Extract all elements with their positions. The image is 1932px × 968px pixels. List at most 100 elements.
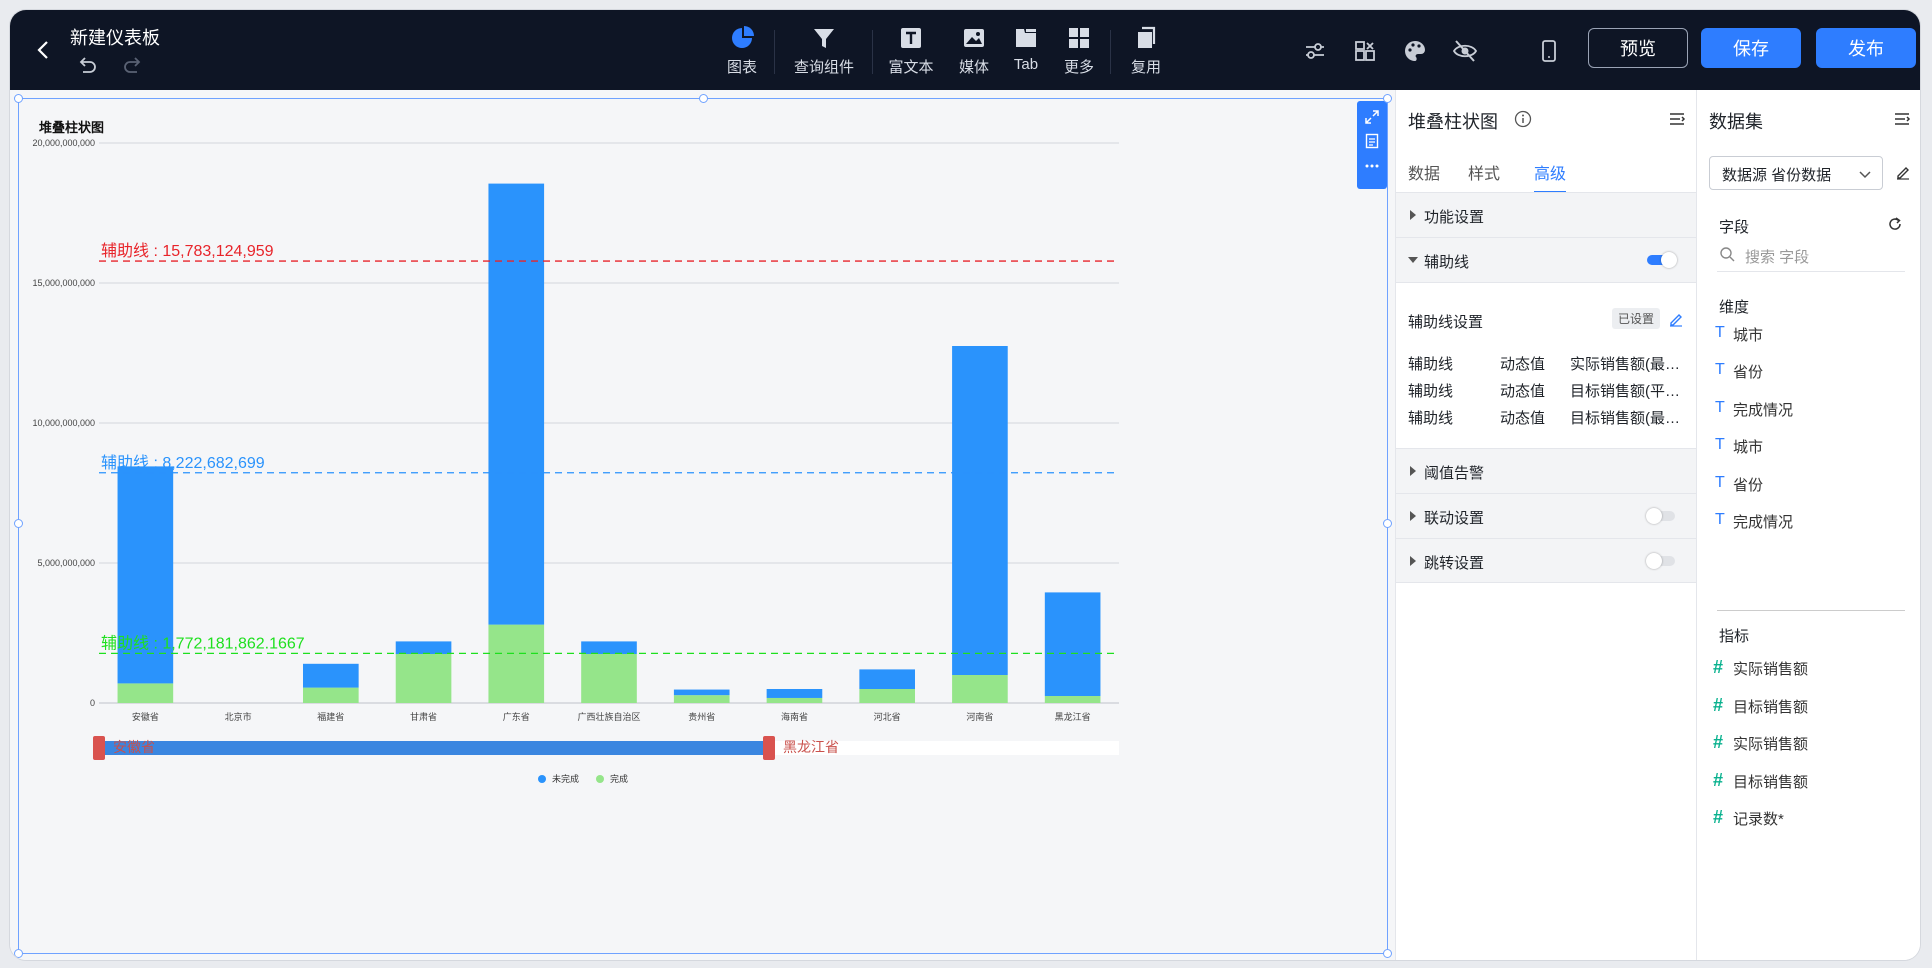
tool-chart[interactable]: 图表 (718, 24, 766, 77)
bar-segment (303, 687, 359, 703)
section-refline[interactable]: 辅助线 (1396, 237, 1697, 282)
dimension-field[interactable]: T 省份 (1715, 474, 1763, 495)
refline-settings-label: 辅助线设置 (1408, 314, 1484, 331)
expand-icon[interactable] (1364, 109, 1380, 125)
section-threshold[interactable]: 阈值告警 (1396, 448, 1697, 493)
refline-type: 动态值 (1500, 383, 1546, 400)
field-name: 记录数* (1733, 811, 1784, 828)
bar-segment (581, 654, 637, 703)
x-tick-label: 甘肃省 (410, 711, 437, 722)
field-search[interactable]: 搜索 字段 (1717, 240, 1905, 272)
refline-field: 目标销售额(最… (1570, 410, 1680, 427)
jump-toggle[interactable] (1646, 553, 1675, 569)
undo-icon[interactable] (76, 54, 98, 76)
chart-widget[interactable]: 0 5,000,000,000 10,000,000,000 15,000,000,0… (14, 94, 1392, 958)
dimension-field[interactable]: T 完成情况 (1715, 399, 1794, 420)
widget-floating-toolbar (1357, 101, 1387, 189)
field-name: 城市 (1733, 327, 1764, 344)
legend-marker (538, 775, 546, 783)
edit-icon[interactable] (1668, 311, 1684, 327)
status-badge: 已设置 (1612, 308, 1661, 329)
caret-right-icon (1410, 210, 1416, 220)
save-button[interactable]: 保存 (1701, 28, 1801, 68)
refline-name: 辅助线 (1408, 410, 1454, 427)
x-tick-label: 贵州省 (688, 711, 715, 722)
publish-button[interactable]: 发布 (1816, 28, 1916, 68)
datasource-select[interactable]: 数据源 省份数据 (1709, 156, 1883, 190)
theme-palette-icon[interactable] (1402, 38, 1428, 64)
search-placeholder: 搜索 字段 (1745, 249, 1810, 266)
x-tick-label: 河北省 (874, 711, 901, 722)
resize-handle[interactable] (1383, 519, 1392, 528)
tool-reuse[interactable]: 复用 (1126, 24, 1166, 77)
y-tick-label: 0 (90, 698, 95, 708)
section-linkage[interactable]: 联动设置 (1396, 493, 1697, 538)
section-label: 辅助线 (1424, 254, 1470, 271)
number-type-icon: # (1713, 732, 1724, 752)
resize-handle[interactable] (14, 519, 23, 528)
edit-icon[interactable] (1895, 164, 1911, 180)
dashboard-title[interactable]: 新建仪表板 (70, 28, 160, 48)
text-type-icon: T (1715, 324, 1725, 341)
linkage-toggle[interactable] (1646, 508, 1675, 524)
info-icon[interactable] (1514, 110, 1532, 128)
x-tick-label: 黑龙江省 (1055, 711, 1091, 722)
tool-richtext[interactable]: 富文本 (882, 24, 940, 77)
bar-segment (488, 183, 545, 625)
search-icon (1720, 247, 1735, 262)
bar-segment (952, 346, 1008, 675)
chart-title: 堆叠柱状图 (39, 120, 105, 135)
x-tick-label: 福建省 (317, 711, 344, 722)
number-type-icon: # (1713, 695, 1724, 715)
measure-field[interactable]: # 实际销售额 (1713, 732, 1808, 754)
sliders-icon[interactable] (1302, 38, 1328, 64)
tab-data[interactable]: 数据 (1408, 166, 1441, 183)
collapse-menu-icon[interactable] (1893, 110, 1911, 128)
detail-doc-icon[interactable] (1364, 133, 1380, 149)
hide-eye-icon[interactable] (1452, 38, 1478, 64)
resize-handle[interactable] (14, 94, 23, 103)
text-type-icon: T (1715, 474, 1725, 491)
dimension-field[interactable]: T 城市 (1715, 436, 1763, 457)
dimension-field[interactable]: T 省份 (1715, 361, 1763, 382)
resize-handle[interactable] (1383, 949, 1392, 958)
collapse-menu-icon[interactable] (1668, 110, 1686, 128)
tab-advanced[interactable]: 高级 (1534, 160, 1567, 194)
tab-style[interactable]: 样式 (1468, 166, 1501, 183)
dimension-field[interactable]: T 城市 (1715, 324, 1764, 345)
measure-field[interactable]: # 目标销售额 (1713, 695, 1808, 717)
refline-toggle[interactable] (1647, 252, 1677, 268)
caret-down-icon (1408, 257, 1418, 263)
refresh-icon[interactable] (1887, 216, 1903, 232)
tool-more[interactable]: 更多 (1060, 24, 1098, 77)
bar-segment (952, 675, 1008, 703)
tool-tab[interactable]: Tab (1008, 24, 1044, 73)
measure-field[interactable]: # 目标销售额 (1713, 770, 1808, 792)
bar-segment (488, 624, 545, 703)
preview-button[interactable]: 预览 (1588, 28, 1688, 68)
measure-field[interactable]: # 实际销售额 (1713, 657, 1808, 679)
dimension-field[interactable]: T 完成情况 (1715, 511, 1793, 532)
section-label: 跳转设置 (1424, 555, 1485, 572)
bar-segment (395, 641, 452, 654)
legend-label: 完成 (610, 773, 628, 784)
dataset-panel: 数据集 数据源 省份数据 字段 搜索 字段 维度 T 城市 T 省份 T 完成情况 T… (1696, 90, 1920, 960)
resize-handle[interactable] (1383, 94, 1392, 103)
refline-name: 辅助线 (1408, 383, 1454, 400)
resize-handle[interactable] (14, 949, 23, 958)
redo-icon[interactable] (122, 54, 144, 76)
refline-name: 辅助线 (1408, 356, 1454, 373)
tool-query[interactable]: 查询组件 (782, 24, 866, 77)
measure-field[interactable]: # 记录数* (1713, 807, 1784, 829)
x-tick-label: 河南省 (966, 711, 993, 722)
mobile-icon[interactable] (1536, 38, 1562, 64)
section-function[interactable]: 功能设置 (1396, 192, 1697, 237)
back-arrow-icon[interactable] (32, 38, 56, 62)
layout-icon[interactable] (1352, 38, 1378, 64)
resize-handle[interactable] (699, 94, 708, 103)
field-name: 完成情况 (1733, 402, 1794, 419)
more-dots-icon[interactable] (1364, 157, 1380, 173)
section-jump[interactable]: 跳转设置 (1396, 538, 1697, 583)
tool-media[interactable]: 媒体 (954, 24, 994, 77)
pie-chart-icon (732, 26, 754, 48)
